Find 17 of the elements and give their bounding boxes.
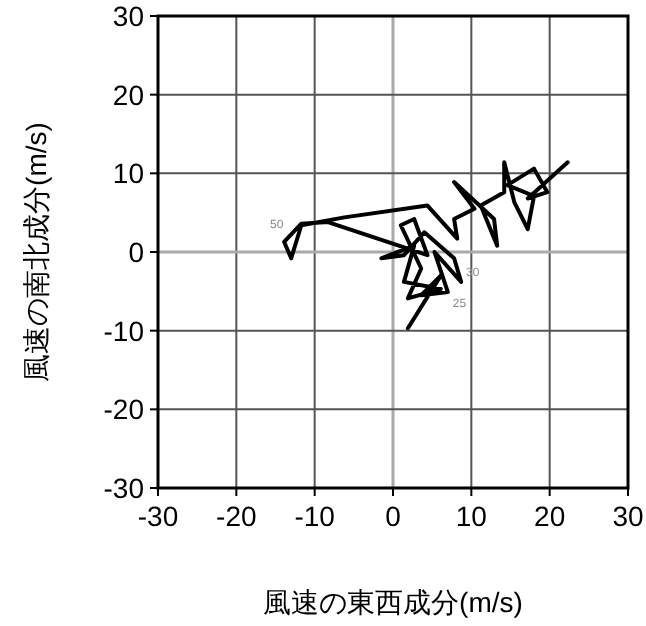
y-tick-label: 20 [112,78,145,111]
y-tick-label: 10 [112,157,145,190]
x-tick-label: -10 [294,500,336,532]
x-tick-label: 30 [612,500,644,532]
x-tick-label: 20 [534,500,566,532]
y-tick-label: 30 [112,0,145,32]
x-tick-label: -20 [216,500,257,532]
x-tick-label: 0 [385,500,402,532]
x-axis-title: 風速の東西成分(m/s) [263,586,523,618]
y-tick-label: -30 [103,472,145,504]
y-axis-title: 風速の南北成分(m/s) [20,122,52,382]
y-tick-label: -10 [103,314,145,347]
line-series [282,160,570,331]
x-tick-label: 10 [455,500,488,532]
x-tick-label: -30 [137,500,179,532]
y-tick-label: -20 [103,393,145,426]
y-tick-label: 0 [128,236,145,268]
